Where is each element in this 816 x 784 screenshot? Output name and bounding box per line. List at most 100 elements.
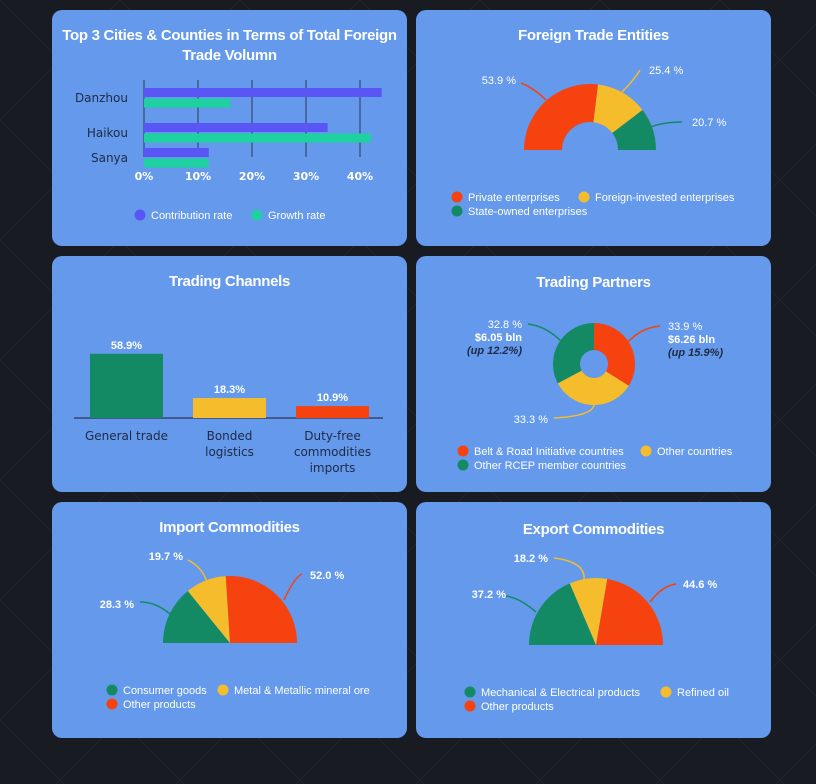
- legend-swatch: [457, 459, 469, 471]
- data-label-change: (up 15.9%): [668, 347, 723, 359]
- leader-line: [520, 82, 547, 101]
- card-trade-entities: Foreign Trade Entities 53.9 % 25.4 % 20.7 …: [416, 10, 771, 246]
- category-label: Bonded: [207, 429, 253, 443]
- leader-line: [283, 573, 303, 601]
- data-label: 18.2 %: [514, 553, 548, 565]
- leader-line: [647, 121, 683, 129]
- leader-line: [553, 557, 585, 581]
- data-label: 20.7 %: [692, 117, 726, 129]
- bg-line: [775, 743, 816, 784]
- legend-swatch: [578, 191, 590, 203]
- legend-label: Other RCEP member countries: [474, 460, 627, 472]
- data-label-amount: $6.05 bln: [475, 332, 522, 344]
- x-tick-label: 0%: [135, 170, 154, 183]
- legend-label: State-owned enterprises: [468, 206, 588, 218]
- slice-refined-oil: [569, 578, 608, 645]
- bar: [90, 353, 163, 418]
- category-label: commodities: [294, 445, 371, 459]
- data-label: 10.9%: [317, 392, 348, 404]
- legend-label: Other countries: [657, 446, 733, 458]
- slice-foreign-invested-enterprises: [593, 84, 643, 134]
- leader-line: [527, 323, 563, 343]
- data-label: 18.3%: [214, 384, 245, 396]
- legend-label: Other products: [481, 701, 554, 713]
- bar: [296, 406, 369, 418]
- leader-line: [649, 583, 677, 603]
- card-trading-partners: Trading Partners 33.9 % $6.26 bln (up 15.9…: [416, 256, 771, 492]
- slice-metal-&-metallic-mineral-ore: [187, 576, 230, 643]
- x-tick-label: 20%: [239, 170, 265, 183]
- legend-swatch: [451, 205, 463, 217]
- chart-title: Export Commodities: [522, 521, 665, 538]
- data-label: 32.8 %: [488, 319, 522, 331]
- export-pie-chart: 37.2 % 18.2 % 44.6 % Mechanical & Electrica…: [464, 553, 729, 713]
- leader-line: [505, 595, 537, 613]
- chart-title: Foreign Trade Entities: [518, 27, 669, 44]
- bar-growth-rate: [144, 158, 209, 168]
- data-label: 25.4 %: [649, 65, 683, 77]
- data-label: 28.3 %: [100, 599, 134, 611]
- legend-swatch: [457, 445, 469, 457]
- bg-line: [655, 623, 816, 784]
- data-label: 33.9 %: [668, 321, 702, 333]
- slice-other-countries: [557, 370, 629, 405]
- slice-other-products: [596, 578, 663, 645]
- slice-consumer-goods: [163, 590, 230, 643]
- bar-growth-rate: [144, 98, 231, 108]
- legend-swatch: [134, 209, 146, 221]
- slice-belt-&-road-initiative-countries: [594, 323, 635, 386]
- data-label-change: (up 12.2%): [467, 345, 522, 357]
- x-tick-label: 40%: [347, 170, 373, 183]
- leader-line: [625, 325, 661, 345]
- category-label: Sanya: [91, 151, 128, 165]
- entities-donut-chart: 53.9 % 25.4 % 20.7 % Private enterprises For…: [451, 65, 735, 218]
- legend-label: Refined oil: [677, 687, 729, 699]
- card-export-commodities: Export Commodities 37.2 % 18.2 % 44.6 % Mec…: [416, 502, 771, 738]
- legend-swatch: [464, 686, 476, 698]
- import-pie-chart: 28.3 % 19.7 % 52.0 % Consumer goods Metal & …: [100, 551, 370, 711]
- category-label: General trade: [85, 429, 168, 443]
- slice-mechanical-&-electrical-products: [529, 583, 596, 645]
- cities-bar-chart: 0% 10% 20% 30% 40% Danzhou Haikou Sanya Contribu…: [75, 80, 382, 222]
- bar-growth-rate: [144, 133, 371, 143]
- partners-donut-chart: 33.9 %$6.26 bln(up 15.9%) 32.8 %$6.05 bln…: [457, 319, 733, 472]
- bar: [193, 398, 266, 418]
- legend-swatch: [106, 698, 118, 710]
- legend-swatch: [464, 700, 476, 712]
- slice-state-owned-enterprises: [612, 110, 656, 150]
- channels-bar-chart: 58.9% General trade 18.3% Bonded logistics 10…: [74, 340, 383, 475]
- x-tick-label: 10%: [185, 170, 211, 183]
- legend-label: Belt & Road Initiative countries: [474, 446, 624, 458]
- card-trading-channels: Trading Channels 58.9% General trade 18.3%…: [52, 256, 407, 492]
- legend-swatch: [451, 191, 463, 203]
- slice-other-rcep-member-countries: [553, 323, 594, 384]
- category-label: Duty-free: [304, 429, 360, 443]
- legend-label: Growth rate: [268, 210, 325, 222]
- bar-contribution-rate: [144, 148, 209, 157]
- slice-private-enterprises: [524, 84, 599, 150]
- legend-swatch: [660, 686, 672, 698]
- legend-label: Consumer goods: [123, 685, 207, 697]
- leader-line: [553, 404, 595, 419]
- legend-label: Metal & Metallic mineral ore: [234, 685, 370, 697]
- chart-title: Top 3 Cities & Counties in Terms of Tota…: [62, 27, 397, 64]
- data-label: 53.9 %: [482, 75, 516, 87]
- legend-swatch: [217, 684, 229, 696]
- category-label: Danzhou: [75, 91, 128, 105]
- data-label: 37.2 %: [472, 589, 506, 601]
- category-label: logistics: [205, 445, 254, 459]
- slice-other-products: [225, 576, 297, 643]
- bar-contribution-rate: [144, 123, 328, 132]
- data-label: 52.0 %: [310, 570, 344, 582]
- data-label-amount: $6.26 bln: [668, 334, 715, 346]
- bar-contribution-rate: [144, 88, 382, 97]
- x-tick-label: 30%: [293, 170, 319, 183]
- data-label: 44.6 %: [683, 579, 717, 591]
- card-top-cities: Top 3 Cities & Counties in Terms of Tota…: [52, 10, 407, 246]
- legend-swatch: [640, 445, 652, 457]
- leader-line: [139, 601, 171, 615]
- category-label: Haikou: [87, 126, 128, 140]
- data-label: 33.3 %: [514, 414, 548, 426]
- legend-swatch: [251, 209, 263, 221]
- legend-label: Other products: [123, 699, 196, 711]
